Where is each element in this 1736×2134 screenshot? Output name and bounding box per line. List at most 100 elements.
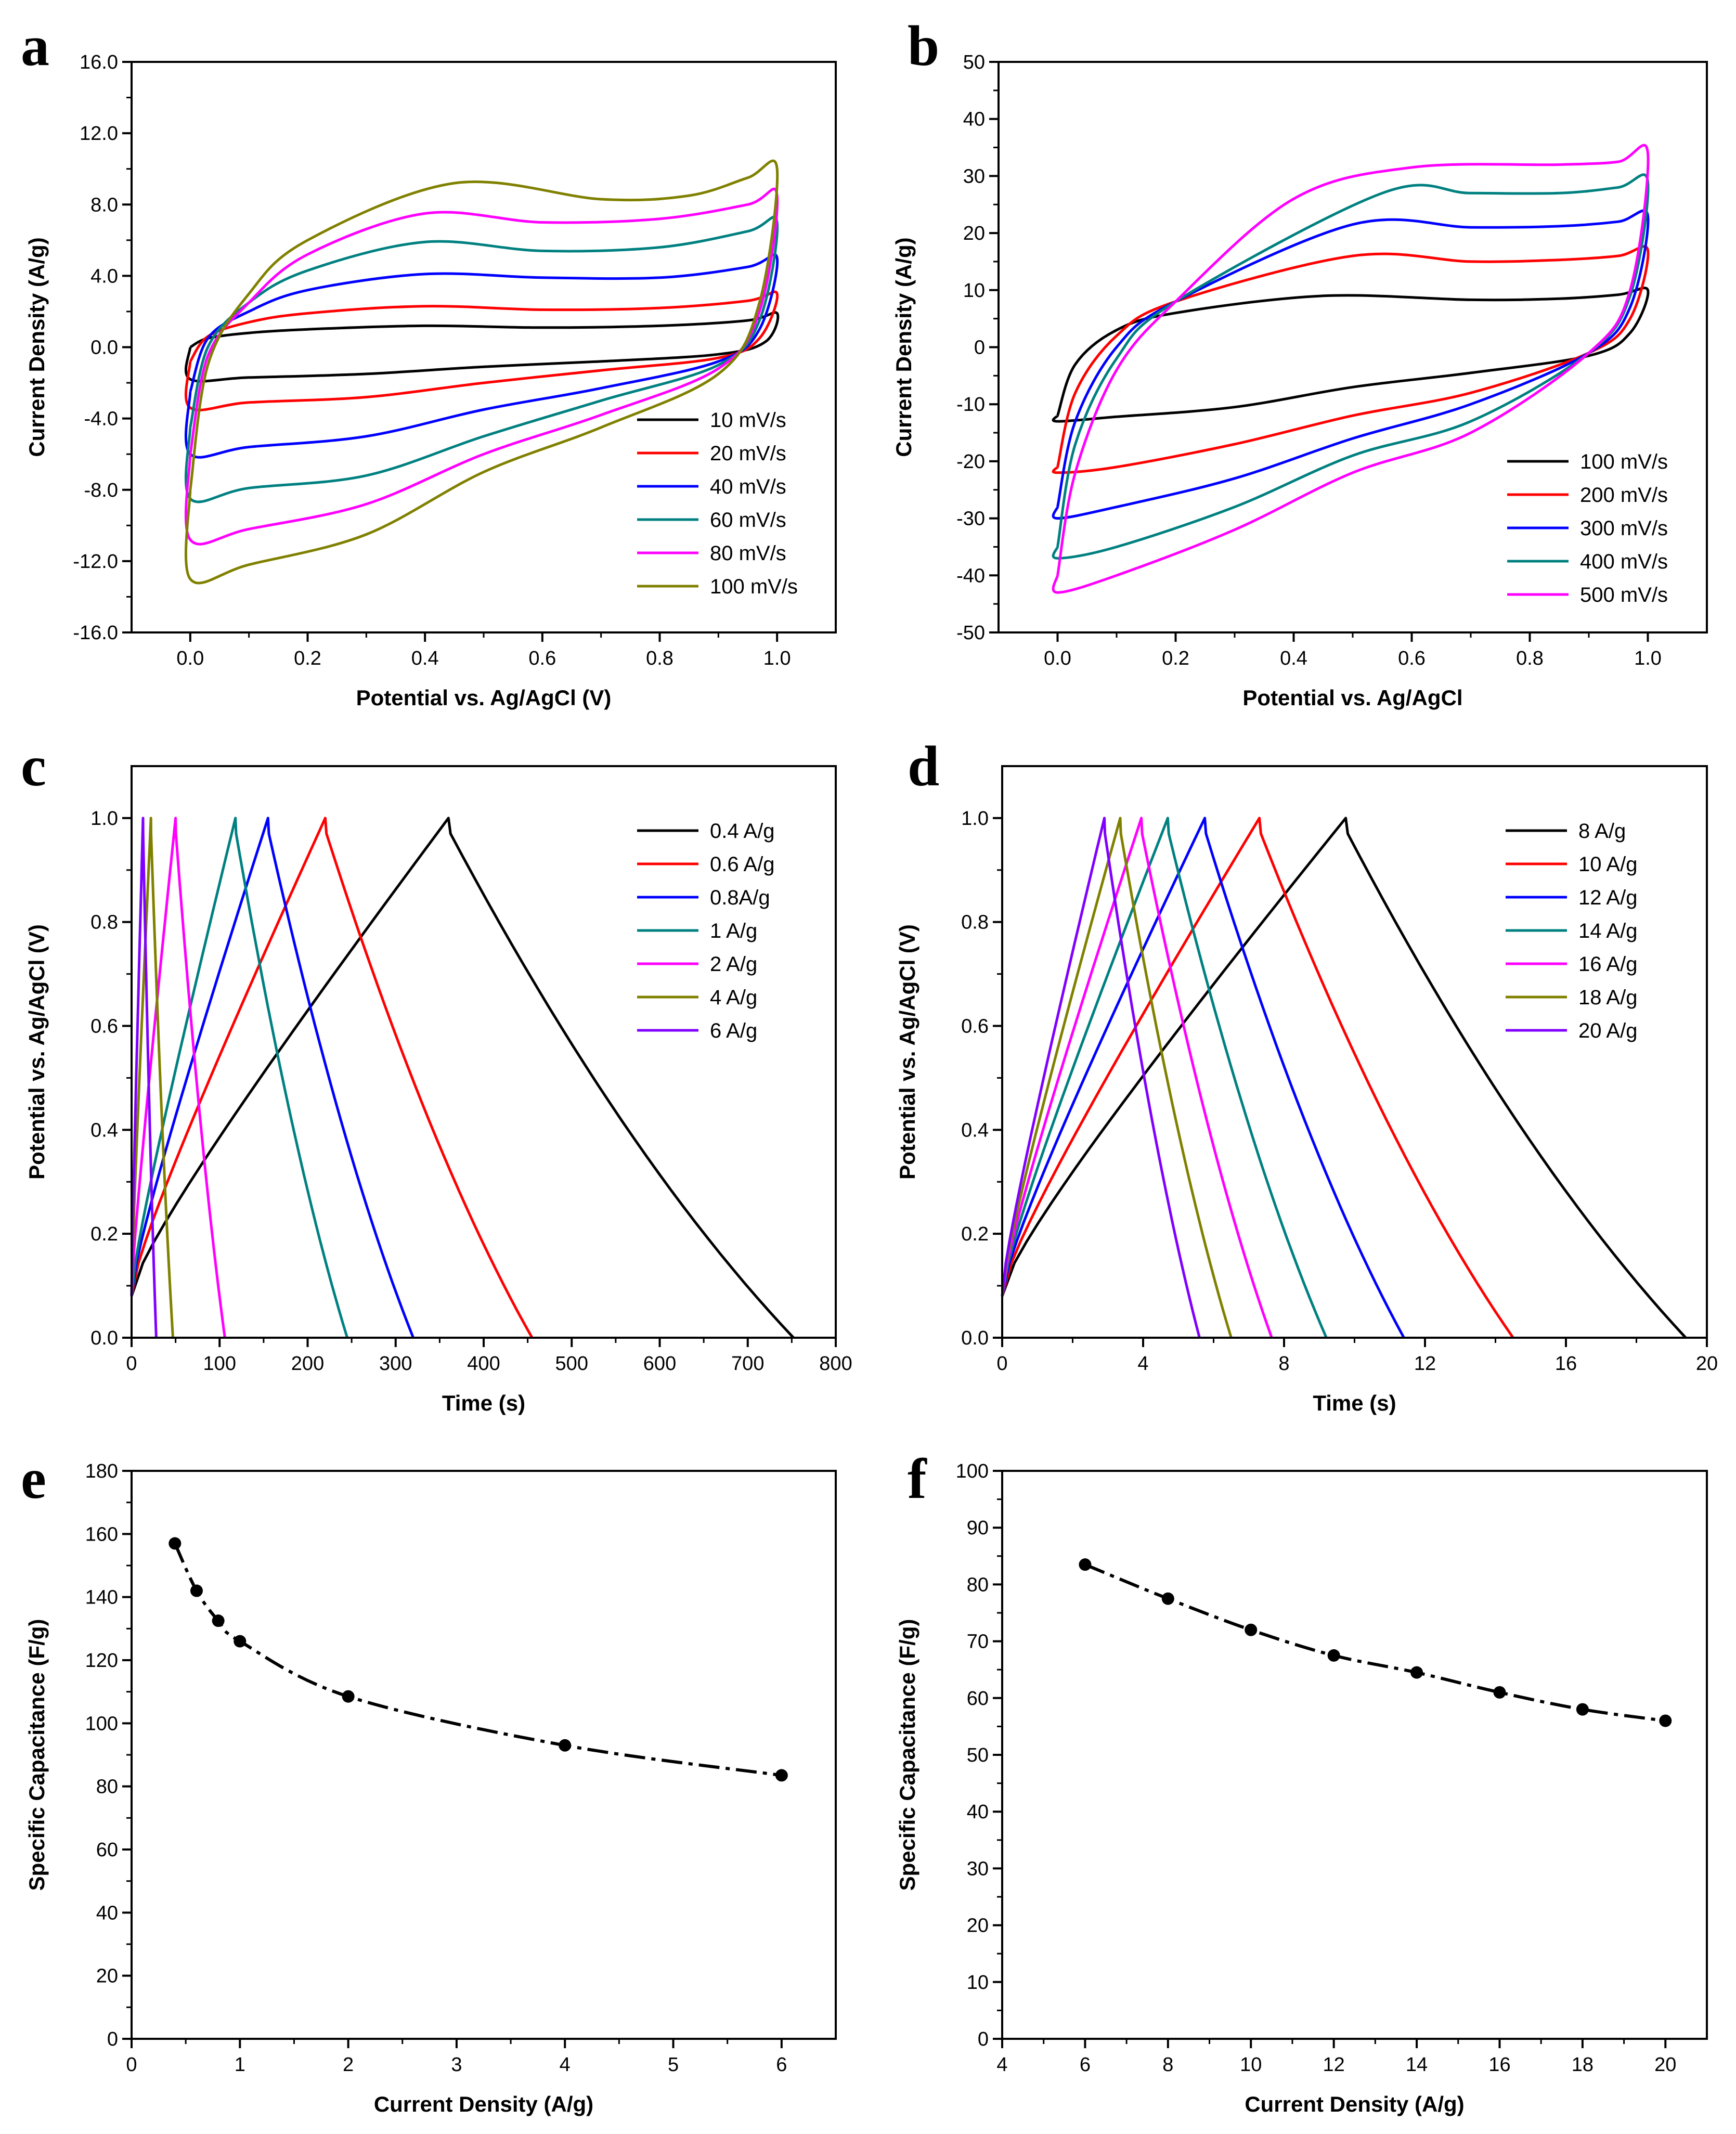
chart-b: 0.0 0.2 0.4 0.6 0.8 1.0 -50 -40 -30 -20 -10 0 10 20 30… (891, 51, 1708, 710)
series-d-3 (1001, 817, 1405, 1339)
series-d-5 (1001, 817, 1273, 1338)
y-tick-label-a-9: 16.0 (80, 51, 118, 73)
series-a-5 (184, 187, 779, 546)
y-tick-label-b-9: 30 (963, 165, 985, 187)
data-point-e-6 (559, 1739, 572, 1752)
y-tick-label-b-6: 0 (974, 337, 985, 359)
y-tick-label-b-10: 40 (963, 109, 985, 131)
x-tick-label-c-9: 800 (819, 1353, 852, 1375)
series-b-1 (1052, 287, 1650, 423)
y-tick-label-c-3: 0.4 (90, 1119, 118, 1141)
y-tick-label-b-8: 20 (963, 223, 985, 244)
series-c-5 (130, 817, 226, 1338)
x-tick-label-d-6: 20 (1696, 1353, 1718, 1375)
x-tick-label-c-7: 600 (643, 1353, 676, 1375)
y-axis-title-b: Current Density (A/g) (891, 237, 916, 457)
chart-c: 0 100 200 300 400 500 600 700 800 0.0 0.2 0.4 0.6 0.8… (24, 765, 852, 1415)
y-tick-label-d-3: 0.4 (961, 1119, 989, 1141)
y-tick-label-f-10: 90 (967, 1517, 989, 1539)
legend-label-a-4: 60 mV/s (710, 509, 786, 532)
y-tick-label-f-3: 20 (967, 1915, 989, 1937)
y-tick-label-c-4: 0.6 (90, 1016, 118, 1038)
data-point-f-5 (1410, 1666, 1423, 1679)
y-tick-label-f-2: 10 (967, 1972, 989, 1994)
x-tick-label-e-5: 4 (560, 2054, 571, 2076)
x-tick-label-a-6: 1.0 (763, 648, 791, 669)
panel-a: a 0.0 0.2 0.4 0.6 0.8 1.0-16.0-12.0-8.0-4.00.… (21, 14, 837, 710)
x-tick-label-a-4: 0.6 (528, 648, 556, 669)
x-tick-label-c-2: 100 (203, 1353, 236, 1375)
panel-letter-d: d (908, 734, 939, 798)
series-c-7 (130, 817, 158, 1338)
y-axis-title-a: Current Density (A/g) (24, 237, 49, 457)
x-tick-label-f-9: 20 (1654, 2054, 1676, 2076)
series-d-7 (1001, 817, 1201, 1338)
panel-d: d 0 4 8 12 16 20 0.0 0.2 0.4 0.6 0.8 1.0 Time (s) Pot… (895, 734, 1718, 1415)
plot-frame-e (131, 1470, 837, 2040)
y-tick-label-b-11: 50 (963, 51, 985, 73)
x-tick-label-d-4: 12 (1414, 1353, 1436, 1375)
x-axis-title-a: Potential vs. Ag/AgCl (V) (356, 686, 612, 710)
y-tick-label-e-5: 80 (96, 1776, 118, 1798)
y-tick-label-e-4: 60 (96, 1839, 118, 1861)
x-tick-label-c-6: 500 (555, 1353, 588, 1375)
data-point-e-7 (775, 1769, 788, 1782)
x-tick-label-b-3: 0.4 (1280, 648, 1307, 669)
x-tick-label-e-2: 1 (235, 2054, 245, 2076)
x-tick-label-d-5: 16 (1555, 1353, 1577, 1375)
y-tick-label-b-3: -30 (956, 508, 985, 530)
x-tick-label-f-3: 8 (1162, 2054, 1173, 2076)
y-axis-title-e: Specific Capacitance (F/g) (24, 1619, 49, 1891)
y-tick-label-d-4: 0.6 (961, 1016, 989, 1038)
y-tick-label-e-2: 20 (96, 1965, 118, 1987)
y-tick-label-f-7: 60 (967, 1688, 989, 1710)
y-tick-label-a-3: -8.0 (84, 480, 118, 501)
legend-label-c-7: 6 A/g (710, 1019, 757, 1042)
series-e-line (173, 1543, 782, 1777)
y-tick-label-f-11: 100 (956, 1460, 989, 1482)
series-b-5 (1052, 144, 1650, 594)
series-a-2 (184, 290, 779, 411)
x-axis-title-c: Time (s) (442, 1391, 525, 1415)
series-c-1 (130, 817, 795, 1339)
legend-label-d-2: 10 A/g (1578, 853, 1637, 876)
legend-label-d-3: 12 A/g (1578, 886, 1637, 909)
y-tick-label-d-5: 0.8 (961, 912, 989, 934)
y-tick-label-c-1: 0.0 (90, 1327, 118, 1349)
y-tick-label-e-8: 140 (85, 1587, 118, 1609)
y-axis-title-f: Specific Capacitance (F/g) (895, 1619, 919, 1891)
data-point-f-7 (1576, 1703, 1589, 1716)
series-d-6 (1001, 817, 1233, 1338)
series-a-4 (184, 215, 779, 503)
panel-b: b 0.0 0.2 0.4 0.6 0.8 1.0 -50 -40 -30 -20 -10 0 10 20… (891, 14, 1708, 710)
series-d-4 (1001, 817, 1328, 1338)
legend-label-d-7: 20 A/g (1578, 1019, 1637, 1042)
y-tick-label-e-3: 40 (96, 1902, 118, 1924)
x-tick-label-f-6: 14 (1406, 2054, 1428, 2076)
x-tick-label-e-3: 2 (343, 2054, 354, 2076)
x-tick-label-e-7: 6 (776, 2054, 787, 2076)
plot-frame-f (1001, 1470, 1708, 2040)
panel-f: f 4 6 8 10 12 14 16 18 20 0 10 20 30 40 50 60 70 80 90 100 C… (895, 1447, 1708, 2116)
panel-letter-e: e (21, 1447, 46, 1510)
series-b-2 (1052, 245, 1650, 474)
data-point-e-5 (342, 1690, 355, 1703)
data-point-f-2 (1161, 1592, 1174, 1605)
x-tick-label-f-4: 10 (1240, 2054, 1262, 2076)
data-point-f-8 (1659, 1714, 1672, 1727)
panel-e: e 0 1 2 3 4 5 6020406080100120140160180Current… (21, 1447, 837, 2116)
x-tick-label-e-6: 5 (668, 2054, 679, 2076)
series-c-2 (130, 817, 534, 1339)
y-tick-label-b-5: -10 (956, 394, 985, 416)
y-tick-label-f-8: 70 (967, 1631, 989, 1653)
data-point-f-4 (1327, 1649, 1340, 1662)
y-tick-label-f-9: 80 (967, 1574, 989, 1596)
y-tick-label-e-9: 160 (85, 1523, 118, 1545)
x-tick-label-e-4: 3 (451, 2054, 462, 2076)
x-tick-label-f-7: 16 (1488, 2054, 1510, 2076)
y-tick-label-a-6: 4.0 (90, 265, 118, 287)
chart-f: 4 6 8 10 12 14 16 18 20 0 10 20 30 40 50 60 70 80 90 100 Cur… (895, 1460, 1708, 2116)
legend-label-c-4: 1 A/g (710, 920, 757, 942)
y-tick-label-a-4: -4.0 (84, 408, 118, 430)
